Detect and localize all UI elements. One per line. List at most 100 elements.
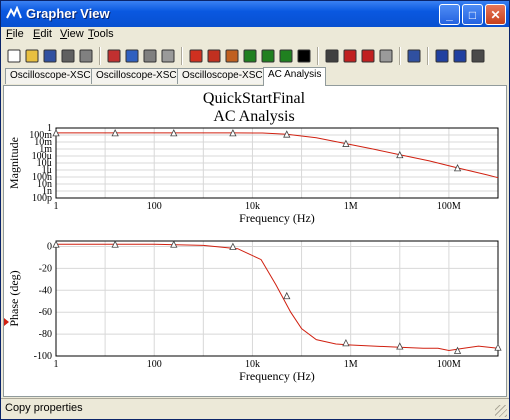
minimize-button[interactable]: _	[439, 4, 460, 25]
plot-icon[interactable]	[433, 47, 451, 65]
phase-y-tick-label: -60	[39, 307, 52, 318]
magnitude-y-tick-label: 10m	[34, 137, 52, 148]
magnitude-y-tick-label: 1m	[39, 144, 52, 155]
save-icon[interactable]	[41, 47, 59, 65]
tab-strip: Oscilloscope-XSC1 Oscilloscope-XSC1 Osci…	[1, 67, 509, 86]
trace-icon[interactable]	[341, 47, 359, 65]
open-icon[interactable]	[23, 47, 41, 65]
cut-icon[interactable]	[105, 47, 123, 65]
magnitude-x-tick-label: 1M	[344, 201, 358, 212]
phase-marker	[229, 242, 237, 250]
toolbar	[1, 44, 509, 68]
minimize-icon: _	[446, 8, 453, 22]
magnitude-series-line	[56, 132, 499, 179]
phase-y-tick-label: 0	[47, 241, 52, 252]
magnitude-y-axis-label: Magnitude	[7, 137, 21, 189]
phase-y-tick-label: -20	[39, 263, 52, 274]
phase-marker	[52, 240, 60, 248]
magnitude-marker	[453, 163, 462, 172]
menu-edit-label: dit	[40, 28, 52, 40]
status-text: Copy properties	[5, 402, 83, 414]
menu-view-label: iew	[67, 28, 84, 40]
maximize-button[interactable]: □	[462, 4, 483, 25]
phase-x-tick-label: 1M	[344, 359, 358, 370]
magnitude-y-tick-label: 10μ	[37, 158, 52, 169]
print-icon[interactable]	[59, 47, 77, 65]
menu-file[interactable]: File	[6, 28, 24, 40]
phase-marker	[283, 291, 291, 300]
menu-view-accel: V	[60, 28, 68, 40]
magnitude-x-tick-label: 100	[147, 201, 162, 212]
color-icon[interactable]	[451, 47, 469, 65]
toolbar-separator	[99, 47, 101, 65]
copy-icon[interactable]	[123, 47, 141, 65]
tab-oscilloscope-3[interactable]: Oscilloscope-XSC1	[177, 68, 274, 84]
toggle-icon[interactable]	[295, 47, 313, 65]
status-bar: Copy properties	[1, 398, 509, 419]
phase-y-axis-label: Phase (deg)	[7, 270, 21, 326]
maximize-icon: □	[468, 8, 477, 22]
menu-file-label: ile	[12, 28, 24, 40]
zoom-full-icon[interactable]	[277, 47, 295, 65]
overlay-icon[interactable]	[359, 47, 377, 65]
clear-icon[interactable]	[159, 47, 177, 65]
magnitude-y-tick-label: 100p	[32, 193, 52, 204]
phase-marker	[453, 346, 462, 354]
menu-tools-accel: T	[88, 28, 94, 40]
magnitude-marker	[229, 128, 237, 137]
phase-marker	[494, 343, 502, 351]
magnitude-marker	[283, 130, 291, 138]
magnitude-marker	[170, 128, 178, 137]
resize-grip[interactable]	[495, 405, 507, 417]
toolbar-separator	[427, 47, 429, 65]
phase-y-tick-label: -80	[39, 329, 52, 340]
phase-x-tick-label: 1	[54, 359, 59, 370]
magnitude-y-tick-label: 100n	[32, 172, 52, 183]
magnitude-y-tick-label: 100μ	[32, 151, 52, 162]
phase-x-axis-label: Frequency (Hz)	[239, 369, 315, 383]
chart-subtitle: AC Analysis	[213, 108, 294, 125]
magnitude-x-axis-label: Frequency (Hz)	[239, 211, 315, 225]
close-button[interactable]: ✕	[485, 4, 506, 25]
grid-icon[interactable]	[187, 47, 205, 65]
title-bar[interactable]: Grapher View _ □ ✕	[1, 1, 509, 27]
close-icon: ✕	[490, 8, 501, 22]
magnitude-y-tick-label: 1n	[42, 186, 52, 197]
magnitude-y-tick-label: 100m	[29, 130, 52, 141]
paste-icon[interactable]	[141, 47, 159, 65]
tab-oscilloscope-1[interactable]: Oscilloscope-XSC1	[5, 68, 102, 84]
export-icon[interactable]	[323, 47, 341, 65]
magnitude-frame	[55, 127, 499, 199]
tab-ac-analysis[interactable]: AC Analysis	[263, 67, 327, 86]
zoom-out-icon[interactable]	[259, 47, 277, 65]
legend-icon[interactable]	[205, 47, 223, 65]
phase-x-tick-label: 10k	[245, 359, 260, 370]
menu-tools[interactable]: Tools	[88, 28, 114, 40]
toolbar-separator	[399, 47, 401, 65]
exclude-icon[interactable]	[377, 47, 395, 65]
toolbar-separator	[181, 47, 183, 65]
magnitude-y-tick-label: 1μ	[42, 165, 52, 176]
phase-marker	[170, 240, 178, 248]
cursors-icon[interactable]	[223, 47, 241, 65]
print-preview-icon[interactable]	[77, 47, 95, 65]
magnitude-y-tick-label: 10n	[37, 179, 52, 190]
menu-edit[interactable]: Edit	[33, 28, 52, 40]
properties-icon[interactable]	[405, 47, 423, 65]
phase-marker	[396, 342, 404, 350]
tab-oscilloscope-2[interactable]: Oscilloscope-XSC1	[91, 68, 188, 84]
graph-area[interactable]: QuickStartFinal AC Analysis 1 100 10k 1M 100M 1…	[3, 85, 507, 397]
bw-icon[interactable]	[469, 47, 487, 65]
cursor-indicator	[4, 318, 9, 326]
magnitude-marker	[52, 128, 60, 137]
zoom-in-icon[interactable]	[241, 47, 259, 65]
magnitude-marker	[111, 128, 119, 137]
menu-bar: File Edit View Tools	[1, 27, 509, 44]
phase-x-tick-label: 100M	[437, 359, 461, 370]
menu-view[interactable]: View	[60, 28, 84, 40]
new-icon[interactable]	[5, 47, 23, 65]
magnitude-x-tick-label: 100M	[437, 201, 461, 212]
magnitude-x-tick-label: 1	[54, 201, 59, 212]
